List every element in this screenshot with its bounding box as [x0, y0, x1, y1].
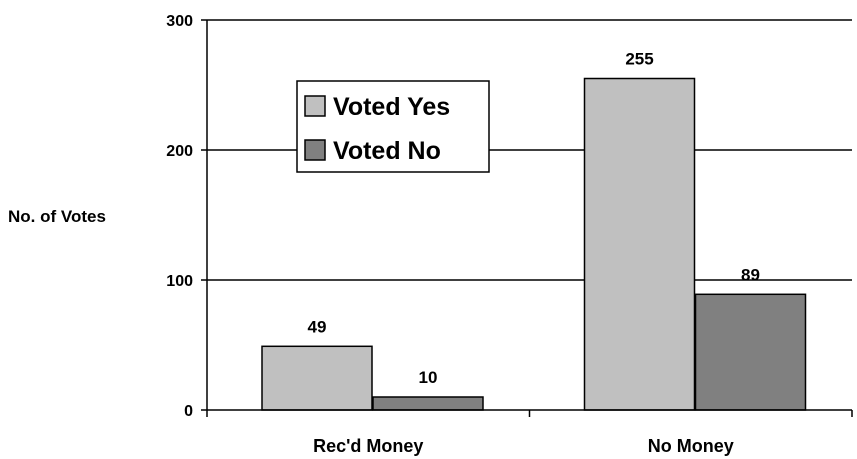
y-tick-labels: 0 100 200 300 — [166, 13, 193, 420]
axes — [201, 19, 853, 417]
y-tick-label: 0 — [184, 403, 193, 420]
bar-voted-yes — [261, 345, 373, 411]
legend-label: Voted No — [333, 137, 441, 165]
legend: Voted Yes Voted No — [296, 80, 490, 173]
data-label: 89 — [741, 265, 760, 284]
y-axis-label: No. of Votes — [8, 207, 106, 226]
y-tick-label: 300 — [166, 13, 193, 30]
y-tick-label: 100 — [166, 273, 193, 290]
x-category-label: Rec'd Money — [313, 436, 423, 456]
bar-voted-yes — [583, 77, 696, 411]
x-category-label: No Money — [648, 436, 734, 456]
legend-label: Voted Yes — [333, 93, 450, 121]
data-label: 10 — [419, 368, 438, 387]
legend-box — [296, 80, 490, 173]
bar-voted-no — [694, 293, 807, 411]
legend-swatch-voted-no — [304, 139, 326, 161]
data-labels: 49 10 255 89 — [308, 50, 760, 388]
y-tick-label: 200 — [166, 143, 193, 160]
bars — [261, 77, 807, 411]
bar-voted-no — [372, 396, 484, 411]
x-category-labels: Rec'd Money No Money — [313, 436, 734, 456]
data-label: 255 — [625, 50, 653, 69]
data-label: 49 — [308, 317, 327, 336]
legend-swatch-voted-yes — [304, 95, 326, 117]
